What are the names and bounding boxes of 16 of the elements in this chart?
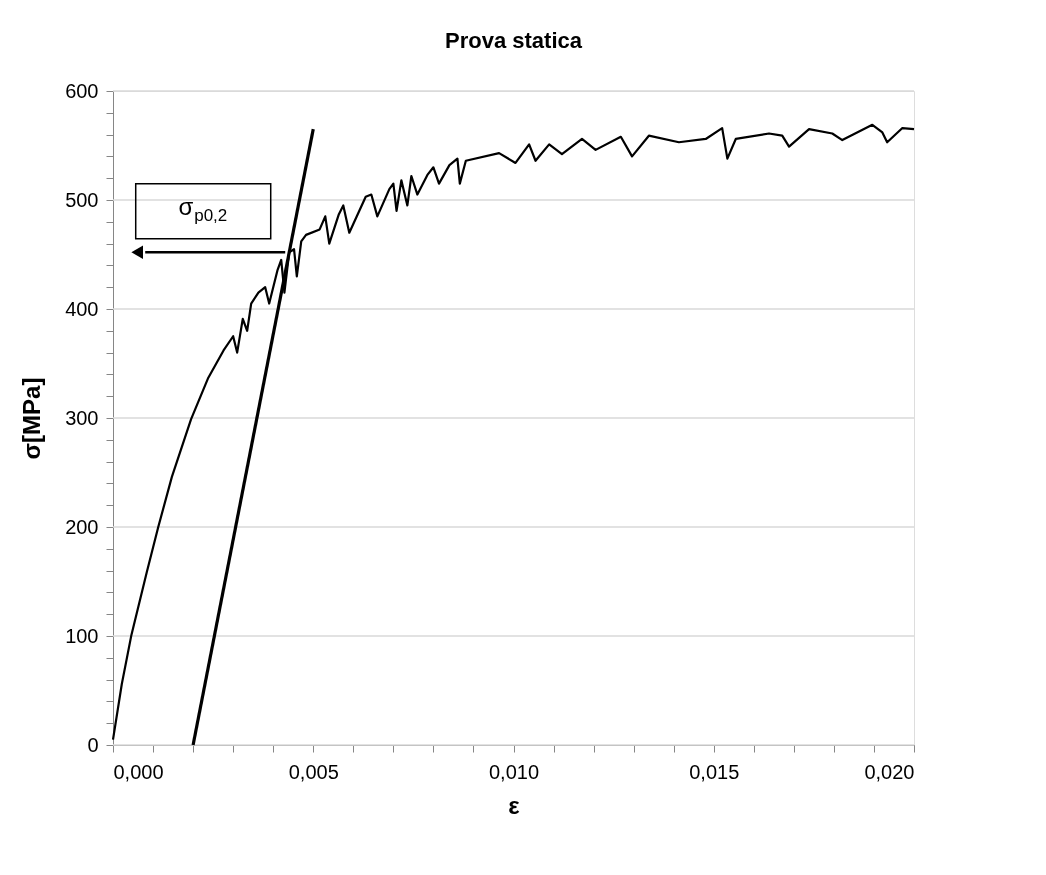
x-axis-title: ε (508, 791, 520, 819)
y-tick-label: 300 (65, 406, 99, 429)
x-tick-label: 0,005 (288, 760, 339, 783)
x-tick-label: 0,000 (113, 760, 164, 783)
y-tick-label: 400 (65, 297, 99, 320)
line-series (111, 123, 916, 741)
y-tick-label: 600 (65, 79, 99, 102)
y-axis-title: σ[MPa] (18, 377, 46, 460)
x-tick-label: 0,020 (864, 760, 915, 783)
y-tick-label: 200 (65, 515, 99, 538)
chart-title: Prova statica (445, 28, 583, 53)
y-tick-label: 0 (87, 733, 99, 756)
y-tick-label: 100 (65, 624, 99, 647)
x-tick-label: 0,010 (488, 760, 540, 783)
y-tick-label: 500 (65, 188, 99, 211)
x-tick-label: 0,015 (689, 760, 740, 783)
